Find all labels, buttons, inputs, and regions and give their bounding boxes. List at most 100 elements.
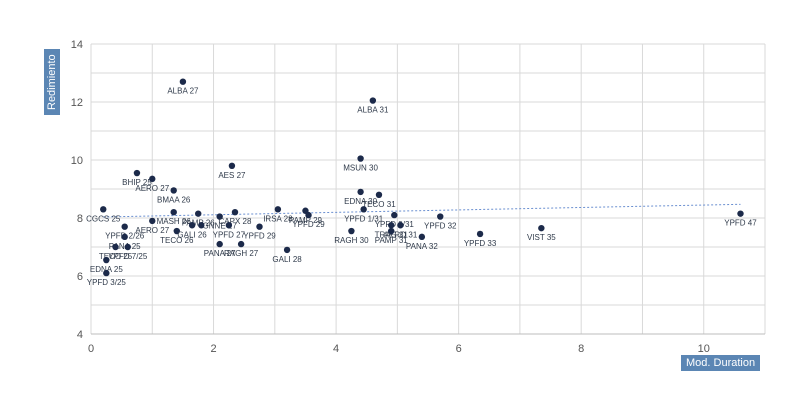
data-point-label: YPFD 3/25 (87, 278, 127, 287)
x-tick-label: 6 (456, 343, 462, 355)
data-point (418, 233, 426, 241)
data-point-label: YPFD 33 (464, 239, 497, 248)
data-point-label: PANA 27 (204, 249, 236, 258)
y-tick-label: 14 (71, 39, 83, 51)
data-point (103, 256, 110, 264)
data-point-label: YPFD 29 (292, 220, 325, 229)
data-point-label: EDNA 30 (344, 197, 377, 206)
data-point (305, 211, 312, 219)
data-point-label: PAMP 26 (182, 219, 216, 228)
data-point (391, 211, 398, 219)
data-point-label: TECO 25 (99, 252, 133, 261)
data-point-label: YPFD 7/25 (108, 252, 148, 261)
data-point-label: PAMP 29 (289, 216, 323, 225)
data-point-label: YPFD 27 (213, 230, 246, 239)
data-point (388, 222, 395, 229)
data-point-label: CGCS 25 (86, 214, 121, 223)
data-point-label: AERO 31 (384, 230, 418, 239)
data-point-label: AES 27 (218, 171, 246, 180)
data-point (216, 213, 223, 220)
data-point (195, 210, 202, 217)
data-point-label: AERO 27 (135, 226, 169, 235)
data-point-label: TRAG 31 (375, 230, 409, 239)
data-point-label: PAMP 31 (375, 236, 409, 245)
data-point (274, 206, 282, 213)
data-point (103, 269, 110, 277)
y-axis-title: Redimiento (44, 49, 60, 115)
data-point-label: YPFD 29 (243, 232, 276, 241)
x-tick-label: 0 (88, 343, 94, 355)
y-tick-label: 4 (77, 329, 83, 341)
data-point (188, 222, 196, 229)
data-point-label: ALBA 31 (357, 106, 389, 115)
data-point (225, 222, 233, 229)
data-point-label: MSUN 30 (343, 164, 378, 173)
data-point (348, 227, 355, 235)
data-point (133, 169, 141, 177)
data-point (357, 188, 364, 196)
data-point (124, 243, 131, 251)
y-tick-label: 8 (77, 213, 83, 225)
data-point (538, 224, 545, 232)
data-point-label: VIST 35 (527, 233, 556, 242)
data-point (173, 227, 180, 235)
data-point-label: RAGH 27 (224, 249, 259, 258)
data-point-label: TECO 31 (362, 200, 396, 209)
data-point-label: GALI 28 (272, 255, 302, 264)
x-tick-label: 10 (698, 343, 710, 355)
data-point-label: BHIP 25 (122, 178, 152, 187)
data-point (228, 162, 236, 169)
data-point (375, 191, 383, 198)
data-point (231, 209, 239, 216)
data-point-label: TECO 26 (160, 236, 194, 245)
data-point (283, 246, 291, 254)
data-point-label: EDNA 25 (90, 265, 123, 274)
data-point (100, 206, 107, 213)
data-point-label: GNNE 27 (203, 222, 238, 231)
data-point-label: YPFD 1/31 (344, 214, 384, 223)
data-point (360, 206, 367, 213)
data-point (198, 222, 205, 229)
data-point (256, 223, 263, 230)
data-point-label: YPFD 32 (424, 222, 457, 231)
data-point (397, 222, 404, 229)
x-tick-label: 8 (578, 343, 584, 355)
data-point-label: YPFD 47 (724, 219, 757, 228)
data-point (121, 233, 128, 241)
grid (90, 43, 766, 335)
data-point-label: PANA 32 (406, 242, 438, 251)
data-point-label: MASH 26 (157, 217, 192, 226)
data-point (149, 175, 156, 183)
data-point (179, 78, 187, 85)
data-point (237, 240, 245, 248)
x-tick-label: 2 (210, 343, 216, 355)
data-point-label: RAGH 30 (334, 236, 369, 245)
data-point (737, 210, 744, 217)
data-point (357, 155, 364, 162)
data-point-label: CAPX 28 (219, 217, 252, 226)
y-tick-label: 6 (77, 271, 83, 283)
data-point-label: BMAA 26 (157, 195, 191, 204)
data-point-label: YPFD 9/31 (375, 220, 415, 229)
y-tick-label: 10 (71, 155, 83, 167)
data-point-label: GALI 26 (177, 230, 207, 239)
x-axis-title: Mod. Duration (681, 355, 761, 371)
data-point (437, 213, 444, 220)
data-point (149, 217, 156, 225)
tick-labels: 0 2 4 6 8 10 4 6 8 10 12 14 (71, 39, 710, 355)
data-point (476, 230, 484, 238)
data-point (216, 240, 223, 248)
data-point (170, 209, 177, 216)
y-tick-label: 12 (71, 97, 83, 109)
data-point-label: ALBA 27 (167, 87, 199, 96)
data-point (369, 97, 377, 104)
data-point (121, 223, 128, 230)
data-point (388, 227, 395, 235)
data-point-label: AERO 27 (135, 184, 169, 193)
x-tick-label: 4 (333, 343, 339, 355)
data-point (170, 187, 177, 194)
data-point-label: IRSA 28 (263, 214, 293, 223)
data-point (112, 243, 119, 251)
